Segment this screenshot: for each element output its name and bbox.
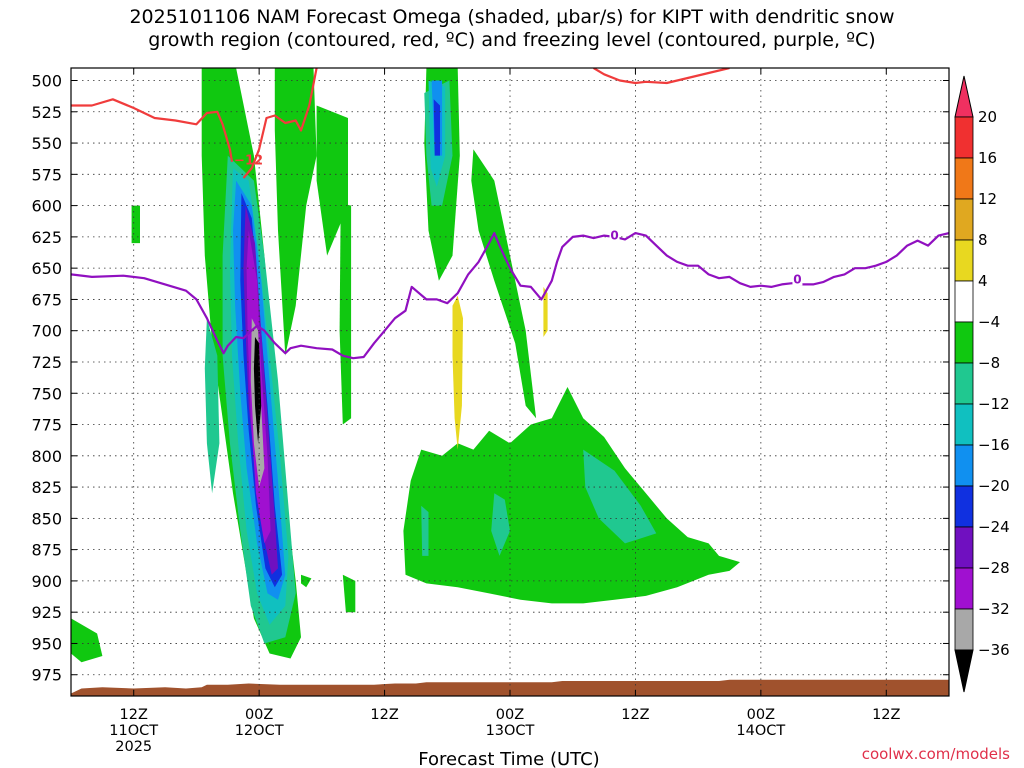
y-tick-label-7: 675: [31, 290, 62, 309]
y-tick-label-6: 650: [31, 259, 62, 278]
colorbar-label-5: −4: [978, 313, 1000, 331]
y-tick-label-3: 575: [31, 165, 62, 184]
x-tick-label-2-1: 12Z: [370, 707, 398, 723]
colorbar-label-4: 4: [978, 272, 988, 290]
y-tick-label-19: 975: [31, 666, 62, 685]
colorbar-label-13: −36: [978, 641, 1010, 659]
omega-region-5: [403, 387, 740, 604]
omega-region-11: [204, 318, 220, 494]
y-tick-label-5: 625: [31, 228, 62, 247]
colorbar-label-2: 12: [978, 190, 997, 208]
colorbar-label-12: −32: [978, 600, 1010, 618]
omega-region-4: [471, 149, 537, 419]
omega-region-10: [301, 574, 312, 588]
colorbar-label-6: −8: [978, 354, 1000, 372]
colorbar-swatch-10: [954, 485, 974, 528]
y-tick-label-1: 525: [31, 103, 62, 122]
terrain-layer: [71, 679, 949, 696]
colorbar-swatch-2: [954, 157, 974, 200]
dendritic-contour-0: [71, 98, 234, 162]
x-axis-label: Forecast Time (UTC): [418, 749, 599, 768]
x-tick-label-3-1: 00Z: [496, 707, 524, 723]
colorbar-swatch-9: [954, 444, 974, 487]
colorbar-swatch-13: [954, 608, 974, 651]
x-tick-label-1-1: 00Z: [245, 707, 273, 723]
omega-region-8: [131, 205, 140, 244]
y-tick-label-14: 850: [31, 509, 62, 528]
omega-region-15: [583, 449, 657, 544]
omega-region-9: [342, 574, 356, 613]
chart-title-line1: 2025101106 NAM Forecast Omega (shaded, μ…: [129, 6, 895, 28]
chart-title-line2: growth region (contoured, red, ºC) and f…: [148, 29, 876, 51]
contour-layer: −12 0 0: [71, 68, 949, 360]
y-tick-label-15: 875: [31, 541, 62, 560]
colorbar-swatch-8: [954, 403, 974, 446]
y-tick-label-10: 750: [31, 384, 62, 403]
pressure-axis: 500 525 550 575 600 625 650 675 700 725 750 775 800 8…: [31, 72, 949, 685]
x-tick-label-0-2: 11OCT: [109, 723, 158, 739]
y-tick-label-11: 775: [31, 416, 62, 435]
colorbar-swatch-11: [954, 526, 974, 569]
omega-region-1: [274, 68, 317, 356]
freezing-label-bg-1: [792, 271, 803, 286]
omega-shading: [71, 68, 740, 663]
colorbar-label-10: −24: [978, 518, 1010, 536]
colorbar-swatch-12: [954, 567, 974, 610]
omega-region-26: [253, 337, 262, 444]
colorbar-swatch-5: [954, 280, 974, 323]
x-tick-label-5-1: 00Z: [747, 707, 775, 723]
colorbar-bottom-arrow: [954, 649, 974, 693]
y-tick-label-0: 500: [31, 72, 62, 91]
colorbar-label-11: −28: [978, 559, 1010, 577]
omega-region-16: [421, 505, 429, 556]
y-tick-label-9: 725: [31, 353, 62, 372]
source-credit: coolwx.com/models: [861, 745, 1010, 763]
grid-lines: [71, 68, 949, 696]
dendritic-contour-label: −12: [234, 153, 263, 168]
y-tick-label-8: 700: [31, 322, 62, 341]
chart-title: 2025101106 NAM Forecast Omega (shaded, μ…: [0, 6, 1024, 52]
x-tick-label-6-1: 12Z: [872, 707, 900, 723]
dendritic-contour-2: [593, 68, 730, 85]
colorbar-swatch-4: [954, 239, 974, 282]
colorbar-label-9: −20: [978, 477, 1010, 495]
y-tick-label-12: 800: [31, 447, 62, 466]
x-tick-label-4-1: 12Z: [621, 707, 649, 723]
colorbar-label-3: 8: [978, 231, 988, 249]
terrain-fill: [71, 679, 949, 696]
y-tick-label-4: 600: [31, 197, 62, 216]
colorbar-label-7: −12: [978, 395, 1010, 413]
colorbar-top-arrow: [954, 75, 974, 118]
dendritic-contour-1: [242, 68, 318, 179]
colorbar-swatch-6: [954, 321, 974, 364]
omega-region-14: [491, 493, 510, 556]
y-tick-label-2: 550: [31, 134, 62, 153]
x-tick-label-5-2: 14OCT: [736, 723, 785, 739]
freezing-level-label-0: 0: [610, 229, 618, 243]
y-tick-label-17: 925: [31, 603, 62, 622]
omega-region-22: [433, 99, 440, 156]
y-tick-label-13: 825: [31, 478, 62, 497]
colorbar-label-0: 20: [978, 108, 997, 126]
x-tick-label-0-3: 2025: [115, 739, 152, 755]
omega-region-7: [71, 618, 103, 663]
freezing-label-bg-0: [609, 227, 620, 242]
omega-region-27: [452, 295, 463, 450]
x-tick-label-3-2: 13OCT: [486, 723, 535, 739]
colorbar-label-1: 16: [978, 149, 997, 167]
colorbar-swatch-7: [954, 362, 974, 405]
x-tick-label-1-2: 12OCT: [235, 723, 284, 739]
colorbar-label-8: −16: [978, 436, 1010, 454]
omega-region-6: [339, 203, 352, 425]
colorbar-swatch-1: [954, 116, 974, 159]
freezing-level-label-1: 0: [793, 272, 801, 286]
y-tick-label-16: 900: [31, 572, 62, 591]
freezing-level-contour: [71, 232, 949, 360]
colorbar-swatch-3: [954, 198, 974, 241]
x-tick-label-0-1: 12Z: [120, 707, 148, 723]
colorbar-legend: 20 16 12 8 4 −4 −8 −12 −16 −20 −24 −28 −32 −36: [954, 75, 1010, 693]
y-tick-label-18: 950: [31, 634, 62, 653]
